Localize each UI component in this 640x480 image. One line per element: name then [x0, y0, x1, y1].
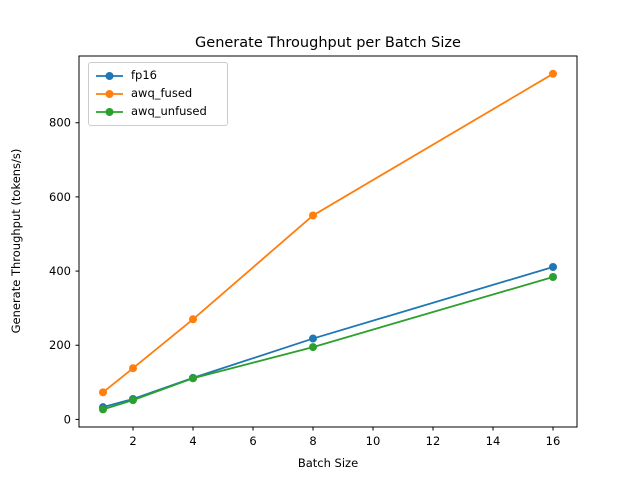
x-tick-label: 6: [249, 434, 256, 448]
series-marker-awq_unfused: [189, 374, 197, 383]
series-marker-awq_unfused: [99, 405, 107, 414]
series-marker-awq_fused: [549, 69, 557, 78]
legend-swatch-awq_unfused: [96, 108, 123, 116]
legend: fp16 awq_fused awq_unfused: [88, 62, 228, 126]
x-tick-label: 2: [129, 434, 136, 448]
series-marker-awq_unfused: [129, 396, 137, 405]
x-tick-label: 12: [426, 434, 441, 448]
y-tick-label: 600: [49, 190, 71, 204]
series-marker-fp16: [549, 262, 557, 271]
series-marker-awq_unfused: [549, 273, 557, 282]
series-marker-awq_unfused: [309, 343, 317, 352]
series-marker-awq_fused: [189, 315, 197, 324]
legend-label-fp16: fp16: [131, 67, 157, 82]
series-marker-fp16: [309, 334, 317, 343]
series-layer: [99, 69, 557, 414]
legend-marker-fp16: [105, 72, 114, 80]
legend-label-awq_unfused: awq_unfused: [131, 103, 207, 118]
y-axis-label: Generate Throughput (tokens/s): [9, 149, 23, 334]
y-tick-label: 200: [49, 338, 71, 352]
y-tick-label: 400: [49, 264, 71, 278]
series-line-awq_unfused: [102, 276, 554, 411]
legend-label-awq_fused: awq_fused: [131, 85, 193, 100]
legend-swatch-awq_fused: [96, 90, 123, 98]
x-tick-label: 8: [309, 434, 316, 448]
legend-marker-awq_fused: [105, 90, 114, 98]
x-tick-label: 14: [486, 434, 501, 448]
series-marker-awq_fused: [129, 364, 137, 373]
legend-entry-fp16: fp16: [96, 67, 217, 85]
series-marker-awq_fused: [99, 388, 107, 397]
y-tick-label: 0: [64, 412, 71, 426]
x-axis-label: Batch Size: [298, 456, 358, 470]
axes-layer: 2 4 6 8 10 12 14 16 0 200 400 600 800: [49, 55, 578, 448]
legend-entry-awq_unfused: awq_unfused: [96, 103, 217, 121]
legend-marker-awq_unfused: [105, 108, 114, 116]
series-marker-awq_fused: [309, 211, 317, 220]
x-tick-label: 10: [366, 434, 381, 448]
y-tick-label: 800: [49, 116, 71, 130]
x-tick-label: 16: [546, 434, 561, 448]
chart-title: Generate Throughput per Batch Size: [195, 35, 461, 51]
legend-entry-awq_fused: awq_fused: [96, 85, 217, 103]
plot-frame: [78, 55, 578, 428]
legend-swatch-fp16: [96, 72, 123, 80]
x-tick-label: 4: [189, 434, 196, 448]
